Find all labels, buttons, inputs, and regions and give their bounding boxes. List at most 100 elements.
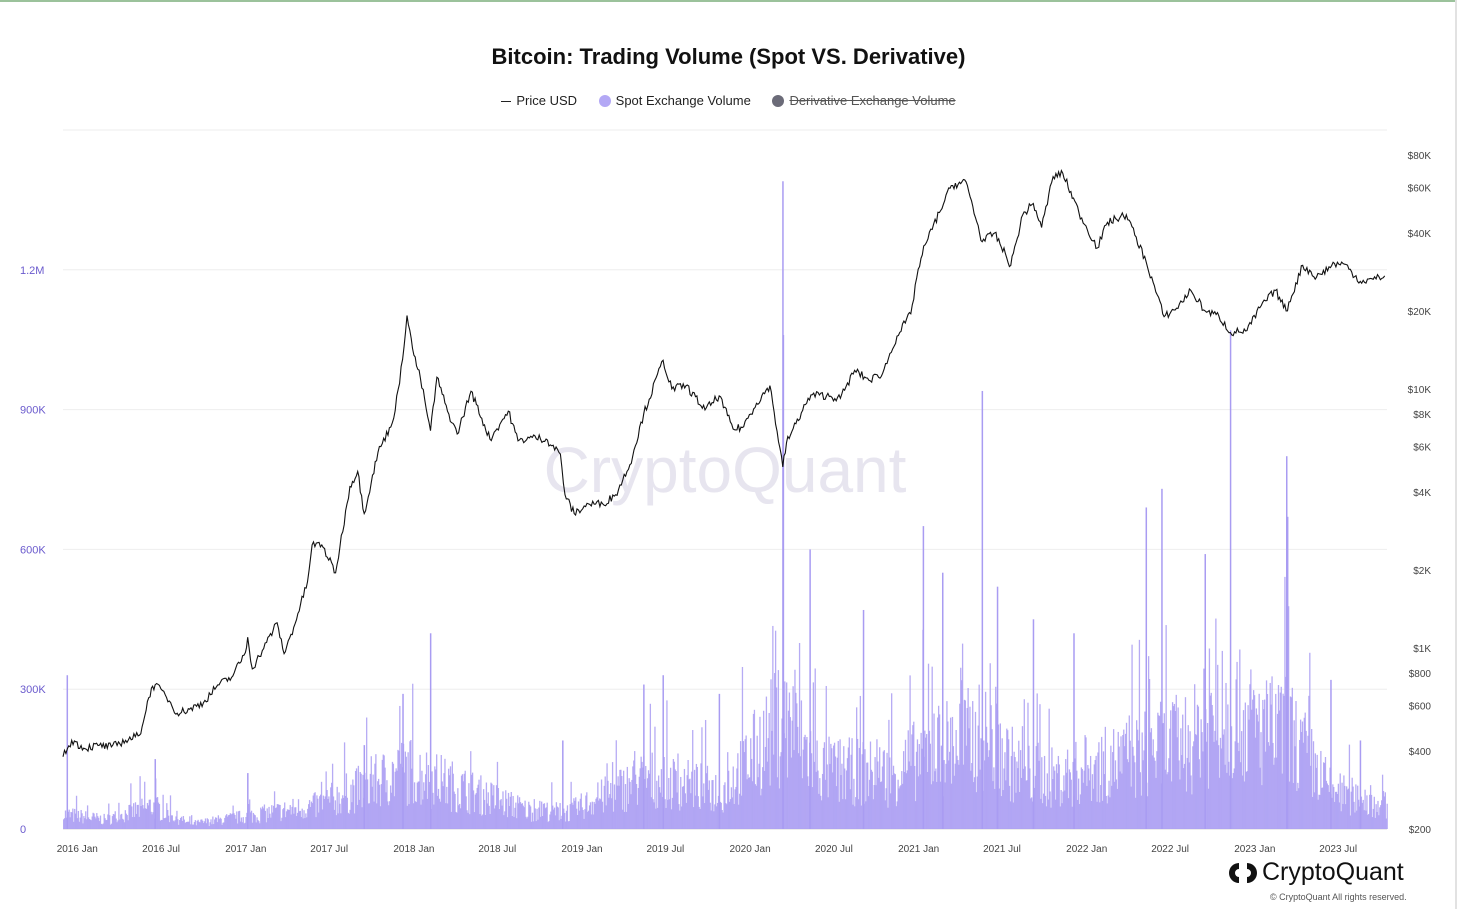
volume-bar: [1023, 699, 1025, 829]
volume-bar: [539, 800, 541, 829]
volume-bar: [1221, 650, 1223, 829]
volume-bar: [101, 824, 103, 829]
volume-bar: [365, 779, 367, 829]
volume-bar: [342, 797, 345, 829]
volume-bar: [1108, 780, 1110, 829]
volume-bar: [656, 780, 658, 829]
volume-bar: [545, 807, 547, 829]
volume-bar: [912, 725, 914, 829]
volume-bar: [373, 801, 375, 829]
volume-bar: [303, 810, 305, 829]
volume-bar: [1244, 702, 1246, 829]
volume-bar: [1173, 703, 1176, 829]
volume-bar: [1326, 783, 1328, 829]
volume-bar: [744, 739, 746, 829]
volume-bar: [1233, 768, 1235, 829]
volume-bar: [615, 740, 617, 829]
volume-bar: [514, 807, 516, 829]
volume-bar: [228, 814, 231, 829]
volume-bar: [886, 752, 888, 829]
volume-bar: [585, 795, 587, 829]
volume-bar: [189, 816, 191, 829]
volume-bar: [104, 818, 106, 829]
volume-bar: [751, 781, 754, 829]
volume-bar: [333, 809, 336, 829]
volume-bar: [1327, 785, 1329, 829]
volume-bar: [1302, 742, 1305, 829]
volume-bar: [194, 820, 197, 829]
volume-bar: [281, 817, 283, 829]
legend-item-spot-volume[interactable]: Spot Exchange Volume: [598, 93, 751, 108]
volume-bar: [663, 757, 665, 829]
volume-bar: [251, 822, 254, 829]
left-tick-label: 0: [20, 824, 26, 836]
volume-bar: [351, 802, 353, 829]
volume-bar: [1376, 811, 1378, 829]
volume-bar: [1202, 751, 1204, 829]
volume-bar: [683, 768, 686, 829]
volume-bar: [868, 779, 871, 829]
volume-bar: [551, 782, 553, 829]
volume-bar: [1181, 755, 1183, 829]
volume-bar: [91, 816, 93, 829]
volume-bar: [698, 806, 700, 829]
volume-bar: [506, 817, 509, 829]
volume-bar: [467, 812, 469, 829]
volume-bar: [1384, 792, 1386, 829]
volume-bar: [378, 784, 381, 829]
volume-bar: [784, 681, 786, 829]
volume-bar: [691, 771, 693, 829]
volume-bar: [517, 803, 520, 829]
volume-bar: [1140, 795, 1142, 829]
volume-bar: [1293, 720, 1295, 829]
volume-bar: [1163, 713, 1165, 829]
legend-item-derivative-volume[interactable]: Derivative Exchange Volume: [772, 93, 956, 108]
volume-bar: [357, 765, 360, 829]
volume-bar: [926, 734, 928, 829]
volume-bar: [256, 817, 258, 829]
volume-bar: [1336, 793, 1339, 829]
volume-bar: [97, 816, 99, 829]
volume-bar: [111, 816, 114, 829]
volume-bar: [550, 811, 552, 829]
volume-bar: [322, 795, 325, 829]
volume-bar: [275, 807, 278, 829]
volume-bar: [961, 643, 964, 829]
legend-item-price[interactable]: Price USD: [501, 93, 577, 108]
volume-bar: [1050, 807, 1052, 829]
volume-bar: [144, 808, 147, 829]
volume-bar: [753, 709, 756, 829]
volume-bar: [870, 769, 873, 829]
volume-bar: [1375, 804, 1377, 829]
volume-bar: [765, 696, 768, 829]
volume-bar: [1011, 726, 1013, 829]
volume-bar: [1385, 818, 1387, 829]
volume-bar: [1322, 762, 1325, 829]
volume-bar: [198, 821, 200, 829]
volume-bar: [1299, 739, 1301, 829]
volume-bar: [320, 781, 323, 829]
x-tick-label: 2023 Jan: [1234, 844, 1275, 855]
volume-bar: [240, 817, 243, 829]
volume-bar: [1107, 795, 1109, 829]
volume-bar: [209, 822, 211, 829]
volume-bar: [344, 795, 347, 829]
volume-bar: [854, 806, 856, 829]
volume-bar: [1364, 789, 1366, 829]
chart-legend: Price USD Spot Exchange Volume Derivativ…: [0, 92, 1457, 108]
volume-bar: [465, 796, 467, 829]
volume-bar: [966, 708, 968, 829]
volume-bar: [977, 725, 979, 829]
volume-bar: [1291, 687, 1293, 829]
volume-bar: [706, 765, 709, 829]
volume-bar: [181, 820, 184, 829]
volume-bar: [678, 804, 680, 829]
volume-bar: [216, 822, 219, 829]
volume-bar: [662, 675, 664, 829]
volume-bar: [106, 819, 108, 829]
volume-bar: [200, 819, 202, 829]
volume-bar: [1288, 781, 1291, 829]
volume-bar: [350, 784, 352, 829]
volume-bar: [1190, 775, 1192, 829]
volume-bar: [160, 819, 162, 829]
